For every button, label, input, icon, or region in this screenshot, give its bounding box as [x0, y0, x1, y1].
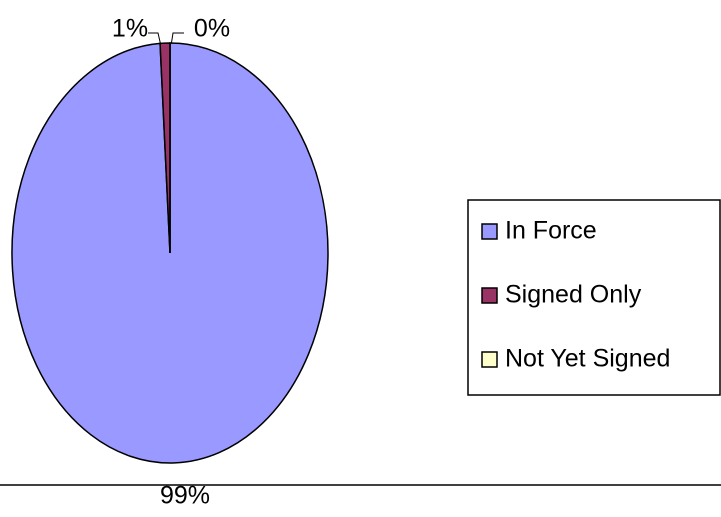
legend-swatch [481, 287, 498, 304]
data-label: 99% [160, 482, 210, 510]
leader-line [148, 32, 162, 47]
legend-label: In Force [505, 217, 597, 245]
legend-box [467, 199, 721, 396]
legend-swatch [481, 351, 498, 368]
data-label: 1% [112, 15, 148, 43]
legend-swatch [481, 223, 498, 240]
leader-line [170, 32, 184, 47]
legend-label: Not Yet Signed [505, 345, 670, 373]
legend-label: Signed Only [505, 281, 642, 309]
data-label: 0% [194, 15, 230, 43]
